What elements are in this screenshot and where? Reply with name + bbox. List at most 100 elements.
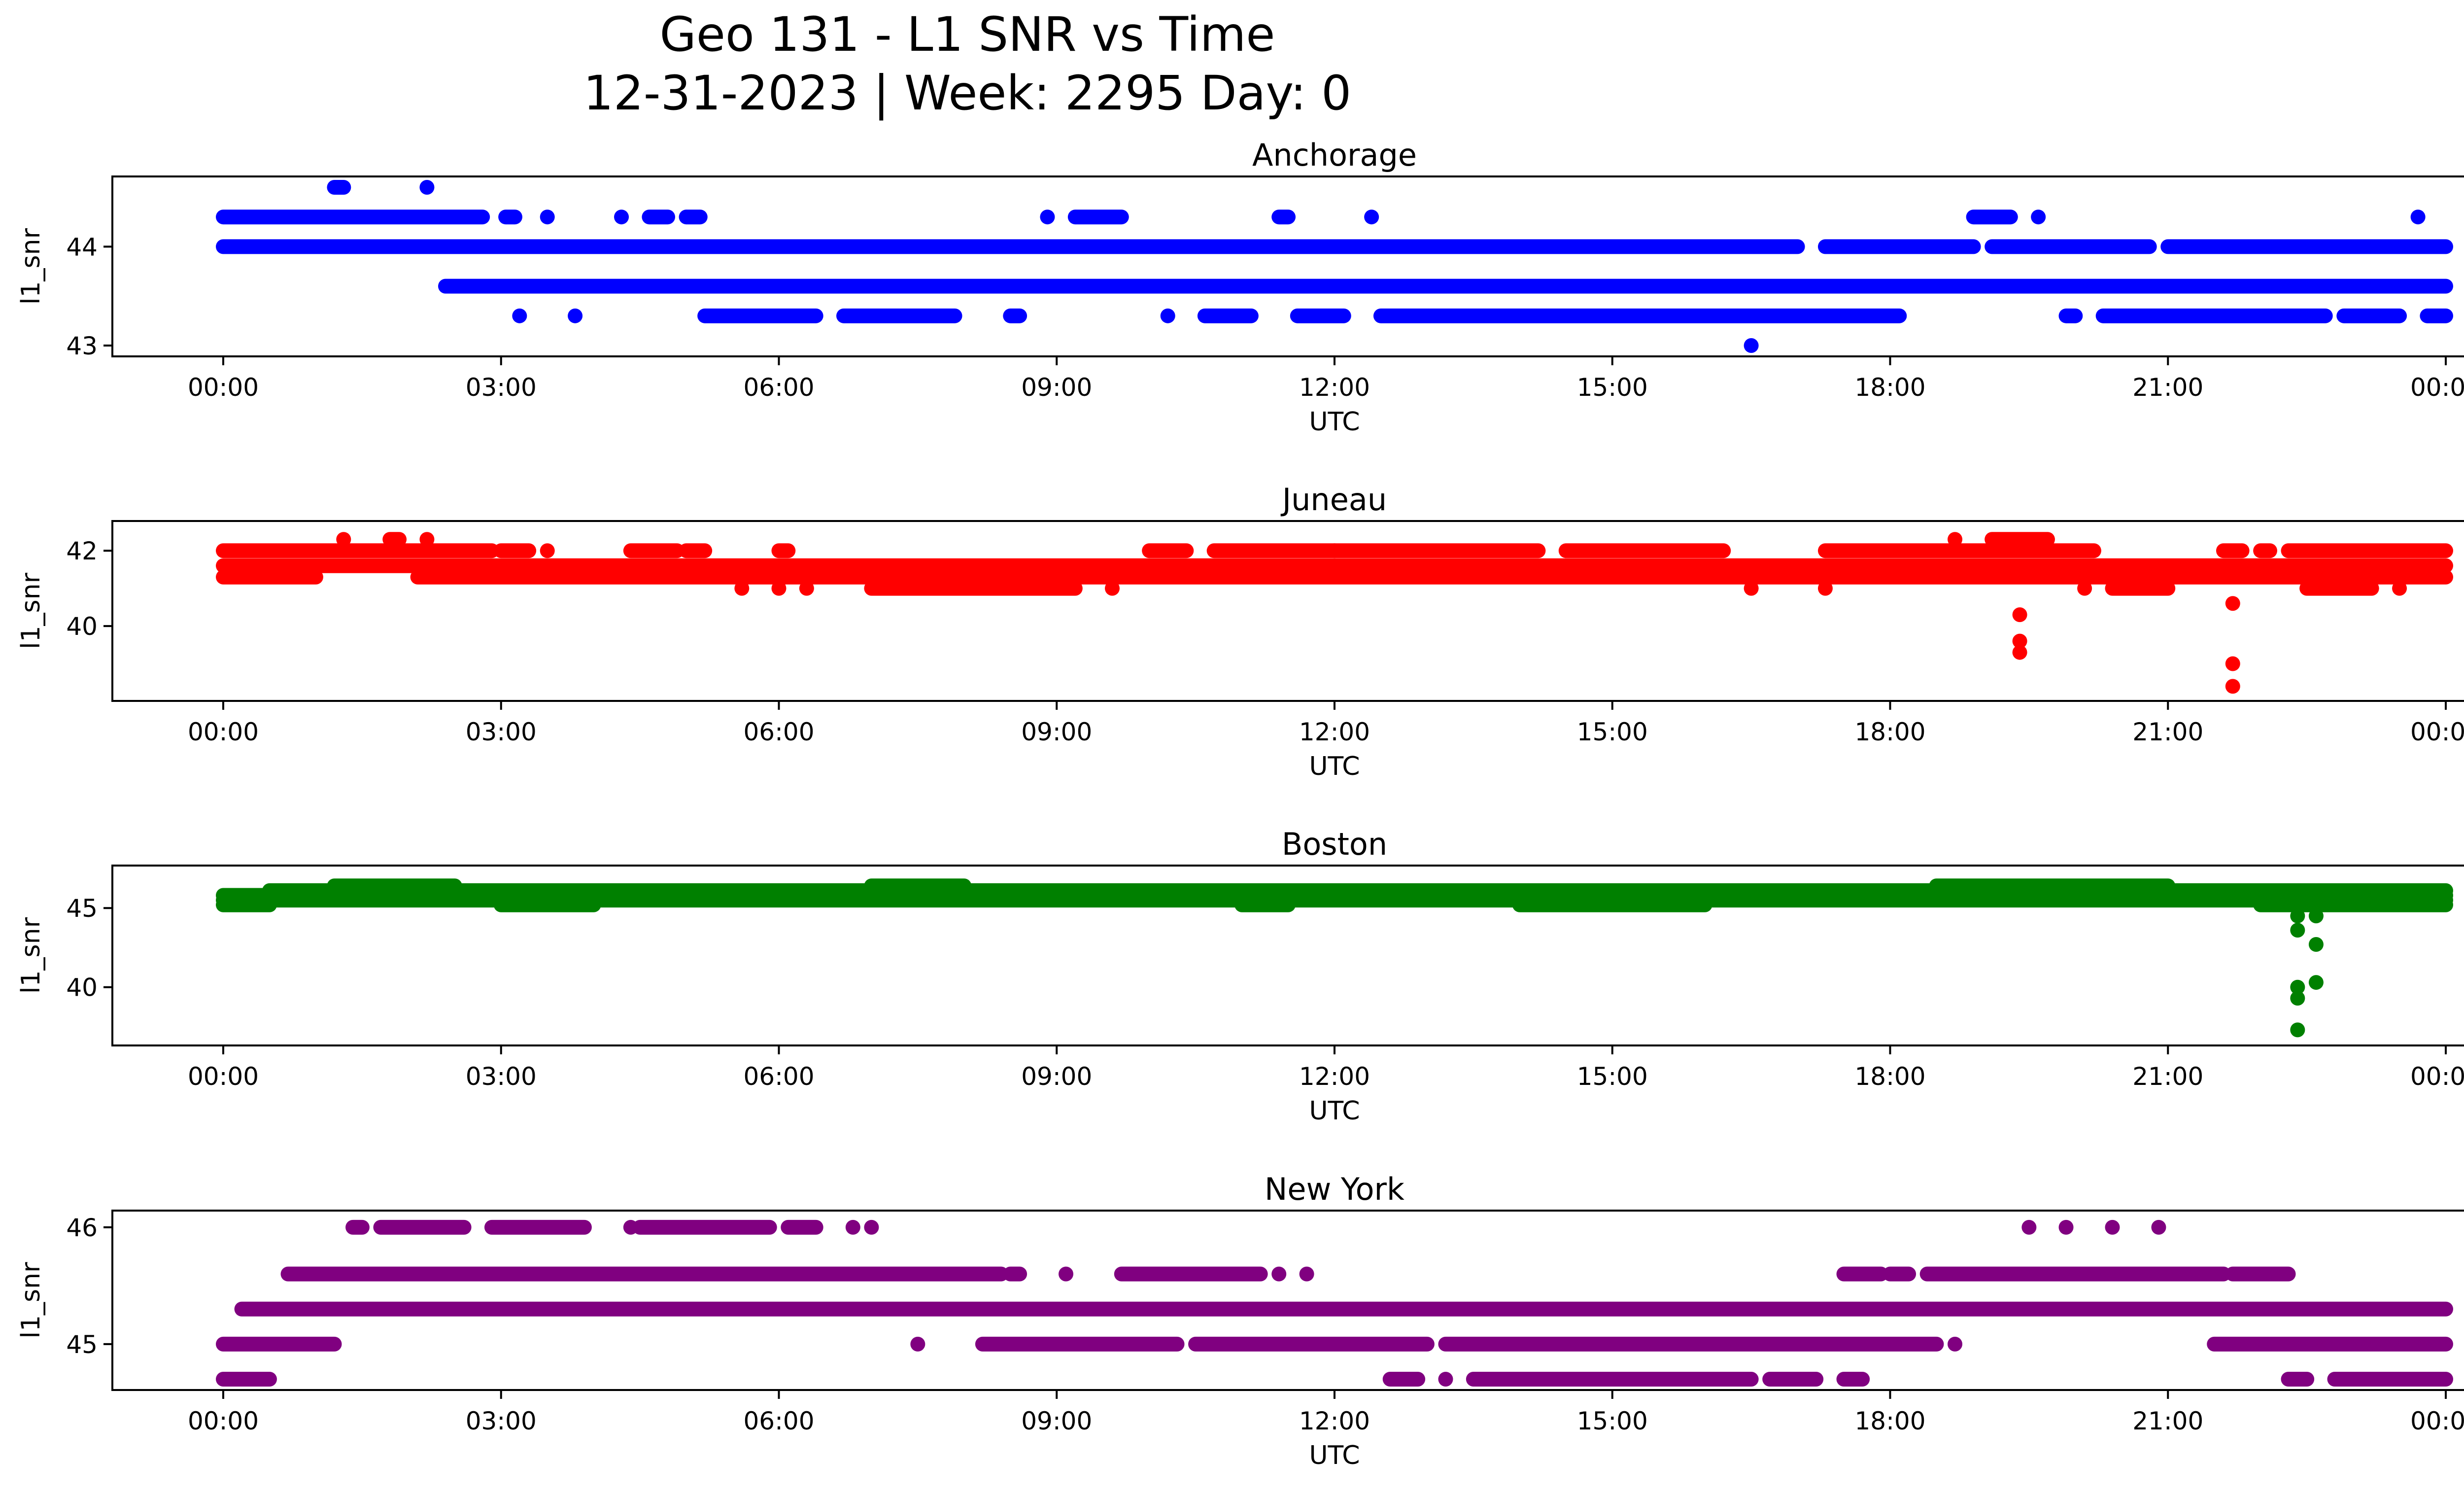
data-point xyxy=(2308,937,2324,952)
y-axis-label: l1_snr xyxy=(16,1262,46,1339)
data-point xyxy=(910,1336,925,1352)
x-tick-label: 00:00 xyxy=(188,1062,259,1091)
subplot-juneau: Juneau 00:00 03:00 06:00 09:00 12:00 15:00 18:0… xyxy=(16,482,2464,781)
x-tick-label: 12:00 xyxy=(1299,718,1370,746)
subplot-title: New York xyxy=(1265,1171,1404,1207)
subplot-new-york: New York 00:00 03:00 06:00 09:00 12:00 15:00 18… xyxy=(16,1171,2464,1470)
subplot-anchorage: Anchorage 00:00 03:00 06:00 09:00 12:00 15:00 1… xyxy=(16,137,2464,437)
x-tick-label: 18:00 xyxy=(1854,718,1925,746)
data-point xyxy=(1948,1336,1963,1352)
data-point xyxy=(864,1219,879,1235)
x-tick-label: 12:00 xyxy=(1299,1062,1370,1091)
y-axis-label: l1_snr xyxy=(16,917,46,994)
data-point xyxy=(799,581,814,596)
data-point xyxy=(568,308,583,323)
data-point xyxy=(1364,209,1379,225)
data-point xyxy=(2290,991,2305,1006)
x-tick-label: 18:00 xyxy=(1854,1407,1925,1435)
data-point xyxy=(2225,596,2240,611)
y-tick-label: 40 xyxy=(66,973,98,1002)
y-tick-label: 43 xyxy=(66,332,98,360)
x-tick-label: 00:00 xyxy=(2410,373,2464,402)
data-point xyxy=(1271,1266,1287,1282)
x-tick-label: 12:00 xyxy=(1299,1407,1370,1435)
subplot-panels: Anchorage 00:00 03:00 06:00 09:00 12:00 15:00 1… xyxy=(16,137,2464,1470)
data-point xyxy=(512,308,527,323)
x-tick-label: 00:00 xyxy=(2410,1407,2464,1435)
data-point xyxy=(2012,607,2027,623)
figure-title-line1: Geo 131 - L1 SNR vs Time xyxy=(660,7,1275,62)
data-point xyxy=(540,209,555,225)
data-point xyxy=(2290,908,2305,924)
data-point xyxy=(540,543,555,558)
data-point xyxy=(2290,979,2305,995)
x-tick-label: 03:00 xyxy=(466,718,537,746)
data-point xyxy=(1817,581,1833,596)
data-point xyxy=(1299,1266,1314,1282)
y-tick-label: 42 xyxy=(66,537,98,565)
y-tick-label: 46 xyxy=(66,1214,98,1242)
data-point xyxy=(2077,581,2092,596)
data-point xyxy=(2031,209,2046,225)
y-tick-label: 40 xyxy=(66,612,98,641)
data-point xyxy=(2012,633,2027,649)
data-point xyxy=(419,532,435,547)
y-tick-label: 44 xyxy=(66,233,98,261)
x-tick-label: 00:00 xyxy=(2410,1062,2464,1091)
data-point xyxy=(1438,1372,1453,1387)
data-point xyxy=(614,209,629,225)
data-point xyxy=(2105,1219,2120,1235)
x-tick-label: 21:00 xyxy=(2132,718,2203,746)
x-axis-label: UTC xyxy=(1309,1441,1360,1470)
data-point xyxy=(734,581,750,596)
data-point xyxy=(1105,581,1120,596)
y-axis-label: l1_snr xyxy=(16,228,46,305)
x-tick-label: 21:00 xyxy=(2132,1062,2203,1091)
data-point xyxy=(845,1219,860,1235)
data-point xyxy=(1744,581,1759,596)
series-marks xyxy=(216,878,2453,1038)
y-tick-label: 45 xyxy=(66,894,98,923)
data-point xyxy=(2410,209,2426,225)
x-tick-label: 18:00 xyxy=(1854,373,1925,402)
data-point xyxy=(1160,308,1175,323)
x-tick-label: 09:00 xyxy=(1021,718,1092,746)
x-tick-label: 00:00 xyxy=(188,373,259,402)
data-point xyxy=(2290,1022,2305,1038)
data-point xyxy=(419,180,435,195)
x-tick-label: 06:00 xyxy=(743,1062,814,1091)
x-tick-label: 00:00 xyxy=(188,1407,259,1435)
subplot-title: Boston xyxy=(1282,826,1387,862)
series-marks xyxy=(216,532,2453,694)
series-marks xyxy=(216,180,2453,353)
data-point xyxy=(1059,1266,1074,1282)
data-point xyxy=(771,581,787,596)
x-tick-label: 06:00 xyxy=(743,1407,814,1435)
subplot-boston: Boston 00:00 03:00 06:00 09:00 12:00 15:00 18:0… xyxy=(16,826,2464,1126)
y-tick-label: 45 xyxy=(66,1330,98,1359)
y-axis-label: l1_snr xyxy=(16,572,46,649)
data-point xyxy=(2225,679,2240,694)
x-tick-label: 03:00 xyxy=(466,1062,537,1091)
x-tick-label: 15:00 xyxy=(1577,1407,1648,1435)
x-tick-label: 21:00 xyxy=(2132,373,2203,402)
x-tick-label: 15:00 xyxy=(1577,718,1648,746)
x-tick-label: 03:00 xyxy=(466,373,537,402)
data-point xyxy=(1744,338,1759,353)
figure-title-line2: 12-31-2023 | Week: 2295 Day: 0 xyxy=(583,66,1352,121)
x-tick-label: 18:00 xyxy=(1854,1062,1925,1091)
data-point xyxy=(2151,1219,2166,1235)
data-point xyxy=(1040,209,1055,225)
subplot-title: Juneau xyxy=(1280,482,1387,518)
x-tick-label: 09:00 xyxy=(1021,373,1092,402)
x-tick-label: 15:00 xyxy=(1577,1062,1648,1091)
data-point xyxy=(2290,923,2305,938)
data-point xyxy=(336,532,351,547)
x-axis-label: UTC xyxy=(1309,752,1360,781)
x-tick-label: 06:00 xyxy=(743,373,814,402)
x-tick-label: 03:00 xyxy=(466,1407,537,1435)
x-tick-label: 00:00 xyxy=(2410,718,2464,746)
data-point xyxy=(2308,975,2324,990)
x-axis-label: UTC xyxy=(1309,407,1360,437)
